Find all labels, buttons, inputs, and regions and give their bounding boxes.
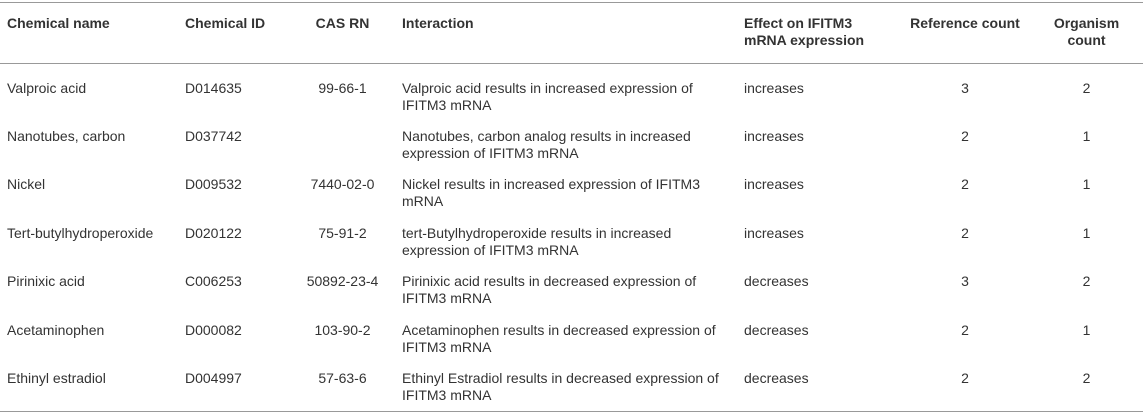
table-cell: D009532 — [185, 176, 242, 192]
table-cell: decreases — [744, 370, 809, 386]
table-cell: increases — [744, 127, 804, 144]
table-cell: 1 — [1082, 321, 1091, 338]
table-cell: D014635 — [185, 80, 242, 96]
data-table: Chemical name Chemical ID CAS RN Interactio… — [0, 2, 1143, 412]
column-header: Chemical name — [7, 15, 110, 31]
table-cell: 57-63-6 — [318, 370, 367, 386]
table-row: Ethinyl estradiol D004997 57-63-6 Ethinyl E… — [0, 363, 1143, 412]
table-cell: 2 — [1082, 80, 1091, 96]
table-cell: C006253 — [185, 273, 242, 289]
column-header: CAS RN — [315, 15, 370, 31]
table-cell: Nickel — [7, 176, 46, 192]
table-cell: 75-91-2 — [318, 224, 367, 241]
table-cell: tert-Butylhydroperoxide results in incre… — [402, 224, 672, 258]
table-cell: 7440-02-0 — [310, 176, 375, 192]
table-cell: 2 — [961, 224, 969, 241]
table-row: Acetaminophen D000082 103-90-2 Acetaminophe… — [0, 315, 1143, 364]
table-cell: 2 — [961, 370, 969, 386]
table-cell: Nickel results in increased expression o… — [402, 176, 700, 209]
table-cell: D020122 — [185, 224, 242, 241]
table-cell: 2 — [961, 127, 969, 144]
table-cell: 1 — [1082, 176, 1091, 192]
table-header: Chemical name Chemical ID CAS RN Interactio… — [0, 2, 1143, 64]
table-cell: decreases — [744, 321, 809, 338]
table-row: Tert-butylhydroperoxide D020122 75-91-2 ter… — [0, 218, 1143, 267]
table-cell: D037742 — [185, 127, 242, 144]
table-cell: Valproic acid — [7, 80, 87, 96]
table-cell: increases — [744, 80, 804, 96]
table-cell: 50892-23-4 — [306, 273, 379, 289]
table-cell: Pirinixic acid results in decreased expr… — [402, 273, 697, 306]
table-cell: 2 — [1082, 370, 1091, 386]
table-cell: 3 — [961, 273, 969, 289]
table-cell: 2 — [1082, 273, 1091, 289]
header-row: Chemical name Chemical ID CAS RN Interactio… — [0, 2, 1143, 64]
table-cell: Nanotubes, carbon — [7, 127, 126, 144]
table-cell: Acetaminophen results in decreased expre… — [402, 321, 716, 355]
table-cell: 1 — [1082, 224, 1091, 241]
table-cell: Acetaminophen — [7, 321, 105, 338]
table-cell: 2 — [961, 321, 969, 338]
table-cell: 3 — [961, 80, 969, 96]
table-cell: increases — [744, 176, 804, 192]
table-cell: increases — [744, 224, 804, 241]
table-cell: 2 — [961, 176, 969, 192]
table-cell: 103-90-2 — [314, 321, 371, 338]
table-row: Valproic acid D014635 99-66-1 Valproic acid… — [0, 64, 1143, 121]
table-cell: Valproic acid results in increased expre… — [402, 80, 693, 113]
table-row: Nickel D009532 7440-02-0 Nickel results in … — [0, 169, 1143, 218]
table-cell: decreases — [744, 273, 809, 289]
table-cell: Pirinixic acid — [7, 273, 85, 289]
table-cell: D000082 — [185, 321, 242, 338]
table-cell: 1 — [1082, 127, 1091, 144]
column-header: Reference count — [910, 15, 1020, 31]
table-cell — [290, 121, 395, 170]
table-cell: Ethinyl estradiol — [7, 370, 106, 386]
column-header: Interaction — [402, 15, 474, 31]
table-cell: D004997 — [185, 370, 242, 386]
column-header: Chemical ID — [185, 15, 266, 31]
table-row: Pirinixic acid C006253 50892-23-4 Pirinixic… — [0, 266, 1143, 315]
table-cell: Tert-butylhydroperoxide — [7, 224, 154, 241]
column-header: Organism count — [1053, 15, 1120, 48]
table-cell: 99-66-1 — [318, 80, 367, 96]
column-header: Effect on IFITM3 mRNA expression — [744, 15, 865, 48]
table-cell: Ethinyl Estradiol results in decreased e… — [402, 370, 719, 403]
table-body: Valproic acid D014635 99-66-1 Valproic acid… — [0, 64, 1143, 412]
table-cell: Nanotubes, carbon analog results in incr… — [402, 127, 691, 161]
table-row: Nanotubes, carbon D037742 Nanotubes, carbo… — [0, 121, 1143, 170]
